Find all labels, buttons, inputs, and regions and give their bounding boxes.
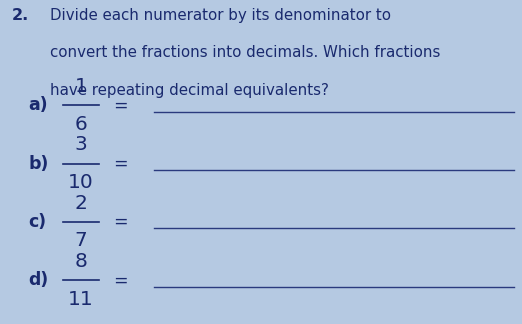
Text: =: =: [113, 155, 127, 173]
Text: convert the fractions into decimals. Which fractions: convert the fractions into decimals. Whi…: [50, 45, 440, 60]
Text: =: =: [113, 271, 127, 289]
Text: =: =: [113, 96, 127, 114]
Text: 3: 3: [75, 135, 87, 154]
Text: =: =: [113, 213, 127, 231]
Text: have repeating decimal equivalents?: have repeating decimal equivalents?: [50, 83, 328, 98]
Text: c): c): [29, 213, 47, 231]
Text: 6: 6: [75, 115, 87, 133]
Text: 2: 2: [75, 194, 87, 213]
Text: d): d): [29, 271, 49, 289]
Text: b): b): [29, 155, 49, 173]
Text: 8: 8: [75, 252, 87, 271]
Text: 2.: 2.: [11, 8, 29, 23]
Text: a): a): [29, 96, 49, 114]
Text: 1: 1: [75, 77, 87, 96]
Text: 11: 11: [68, 290, 94, 308]
Text: 7: 7: [75, 231, 87, 250]
Text: Divide each numerator by its denominator to: Divide each numerator by its denominator…: [50, 8, 390, 23]
Text: 10: 10: [68, 173, 94, 192]
